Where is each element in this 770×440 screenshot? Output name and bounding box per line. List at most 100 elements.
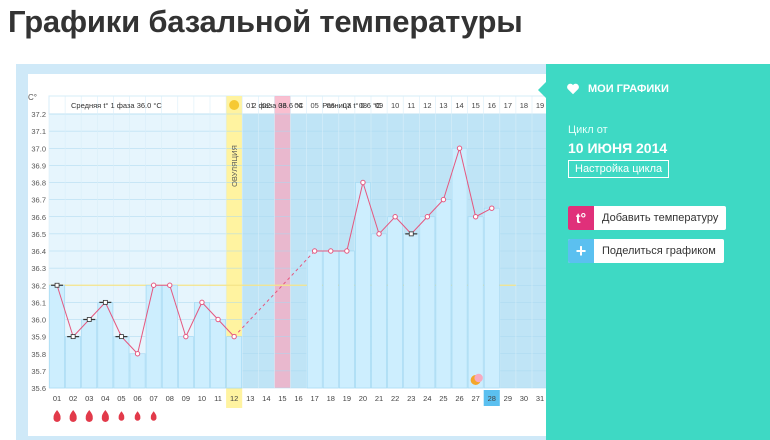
- top-day-label: 05: [310, 101, 318, 110]
- share-chart-button[interactable]: + Поделиться графиком: [568, 239, 724, 263]
- temp-point: [215, 316, 221, 323]
- temp-bar: [403, 233, 420, 389]
- temperature-line: [410, 216, 428, 235]
- temperature-line: [217, 319, 235, 337]
- x-tick-label: 04: [101, 394, 109, 403]
- temperature-line: [459, 148, 477, 217]
- temp-bar: [467, 216, 484, 389]
- page-title: Графики базальной температуры: [8, 4, 523, 39]
- my-charts-label: МОИ ГРАФИКИ: [588, 83, 669, 95]
- y-tick-label: 37.1: [31, 127, 46, 136]
- temp-point: [328, 248, 334, 254]
- temperature-line: [169, 285, 187, 337]
- temp-bar: [113, 336, 130, 389]
- top-day-label: 12: [423, 101, 431, 110]
- y-tick-label: 35.7: [31, 367, 46, 376]
- x-tick-label: 26: [455, 394, 463, 403]
- moon-icon-cutout: [474, 373, 483, 383]
- temp-bar: [322, 250, 339, 389]
- temp-bar: [483, 207, 500, 389]
- temperature-line: [233, 250, 316, 337]
- x-tick-label: 22: [391, 394, 399, 403]
- temp-bar: [419, 216, 436, 389]
- y-axis-unit: C°: [28, 93, 37, 102]
- heart-icon: [567, 83, 579, 95]
- x-tick-label: 01: [53, 394, 61, 403]
- chart-panel: C° 37.2 37.1 37.0 36.9 36.8 36.7 36.6 36.5 36.4 36…: [16, 64, 546, 440]
- temp-bar: [306, 250, 323, 389]
- x-tick-label: 03: [85, 394, 93, 403]
- temp-bar: [210, 319, 226, 389]
- y-tick-label: 36.9: [31, 161, 46, 170]
- temp-point: [183, 333, 189, 340]
- top-day-label: 18: [520, 101, 528, 110]
- y-tick-label: 35.9: [31, 333, 46, 342]
- panel-arrow: [538, 82, 546, 98]
- temp-bar: [129, 353, 146, 389]
- top-day-label: 17: [504, 101, 512, 110]
- temperature-line: [201, 302, 219, 320]
- y-tick-label: 36.4: [31, 247, 46, 256]
- temp-bar: [178, 336, 194, 389]
- side-panel: МОИ ГРАФИКИ Цикл от 10 ИЮНЯ 2014 Настрой…: [538, 64, 770, 440]
- temp-bar: [387, 216, 404, 389]
- top-day-label: 14: [455, 101, 463, 110]
- top-day-label: 01: [246, 101, 254, 110]
- phase2-label: 2 фаза 36.6 °C: [252, 101, 304, 110]
- cycle-from-label: Цикл от: [568, 124, 608, 136]
- x-tick-label: 29: [504, 394, 512, 403]
- y-tick-label: 36.2: [31, 281, 46, 290]
- temp-bar: [226, 336, 243, 389]
- temperature-line: [104, 302, 122, 337]
- top-day-label: 19: [536, 101, 544, 110]
- temp-point: [231, 333, 237, 340]
- x-tick-label: 17: [310, 394, 318, 403]
- blood-drop-icon: [85, 410, 93, 422]
- cycle-settings-button[interactable]: Настройка цикла: [568, 160, 670, 178]
- temperature-line: [426, 199, 444, 218]
- temp-point: [424, 214, 431, 220]
- temperature-line: [121, 336, 138, 355]
- ovulation-column: [226, 96, 243, 408]
- today-marker: [483, 390, 500, 406]
- x-tick-label: 08: [166, 394, 174, 403]
- temperature-line: [185, 302, 203, 337]
- top-day-label: 11: [407, 101, 415, 110]
- temp-point: [376, 231, 382, 237]
- x-tick-label: 15: [278, 394, 286, 403]
- add-temperature-label: Добавить температуру: [602, 212, 719, 224]
- x-tick-label: 11: [214, 394, 222, 403]
- y-tick-label: 36.3: [31, 264, 46, 273]
- temperature-line: [475, 207, 492, 218]
- top-day-label: 02: [262, 101, 270, 110]
- top-day-label: 10: [391, 101, 399, 110]
- temp-bar: [355, 182, 371, 389]
- x-tick-label: 06: [133, 394, 141, 403]
- temp-point: [472, 214, 479, 220]
- top-day-label: 08: [359, 101, 367, 110]
- top-day-label: 03: [278, 101, 286, 110]
- top-day-label: 06: [327, 101, 335, 110]
- my-charts-link[interactable]: МОИ ГРАФИКИ: [566, 82, 669, 96]
- y-tick-label: 35.8: [31, 350, 46, 359]
- temp-bar: [338, 250, 355, 389]
- temp-point: [440, 196, 447, 203]
- temp-point: [360, 179, 366, 186]
- x-tick-label: 28: [488, 394, 496, 403]
- share-chart-label: Поделиться графиком: [602, 245, 716, 257]
- y-tick-label: 37.2: [31, 110, 46, 119]
- temp-point: [311, 248, 318, 254]
- x-tick-label: 31: [536, 394, 544, 403]
- x-tick-label: 10: [198, 394, 206, 403]
- blood-drop-icon: [118, 411, 125, 421]
- top-day-label: 15: [471, 101, 479, 110]
- temperature-line: [88, 302, 106, 320]
- plus-icon: +: [568, 239, 594, 263]
- x-tick-label: 25: [439, 394, 447, 403]
- y-tick-label: 37.0: [31, 144, 46, 153]
- x-tick-label: 27: [471, 394, 479, 403]
- temp-point: [134, 351, 141, 357]
- x-tick-label: 21: [375, 394, 383, 403]
- top-day-label: 09: [375, 101, 383, 110]
- add-temperature-button[interactable]: t° Добавить температуру: [568, 206, 727, 230]
